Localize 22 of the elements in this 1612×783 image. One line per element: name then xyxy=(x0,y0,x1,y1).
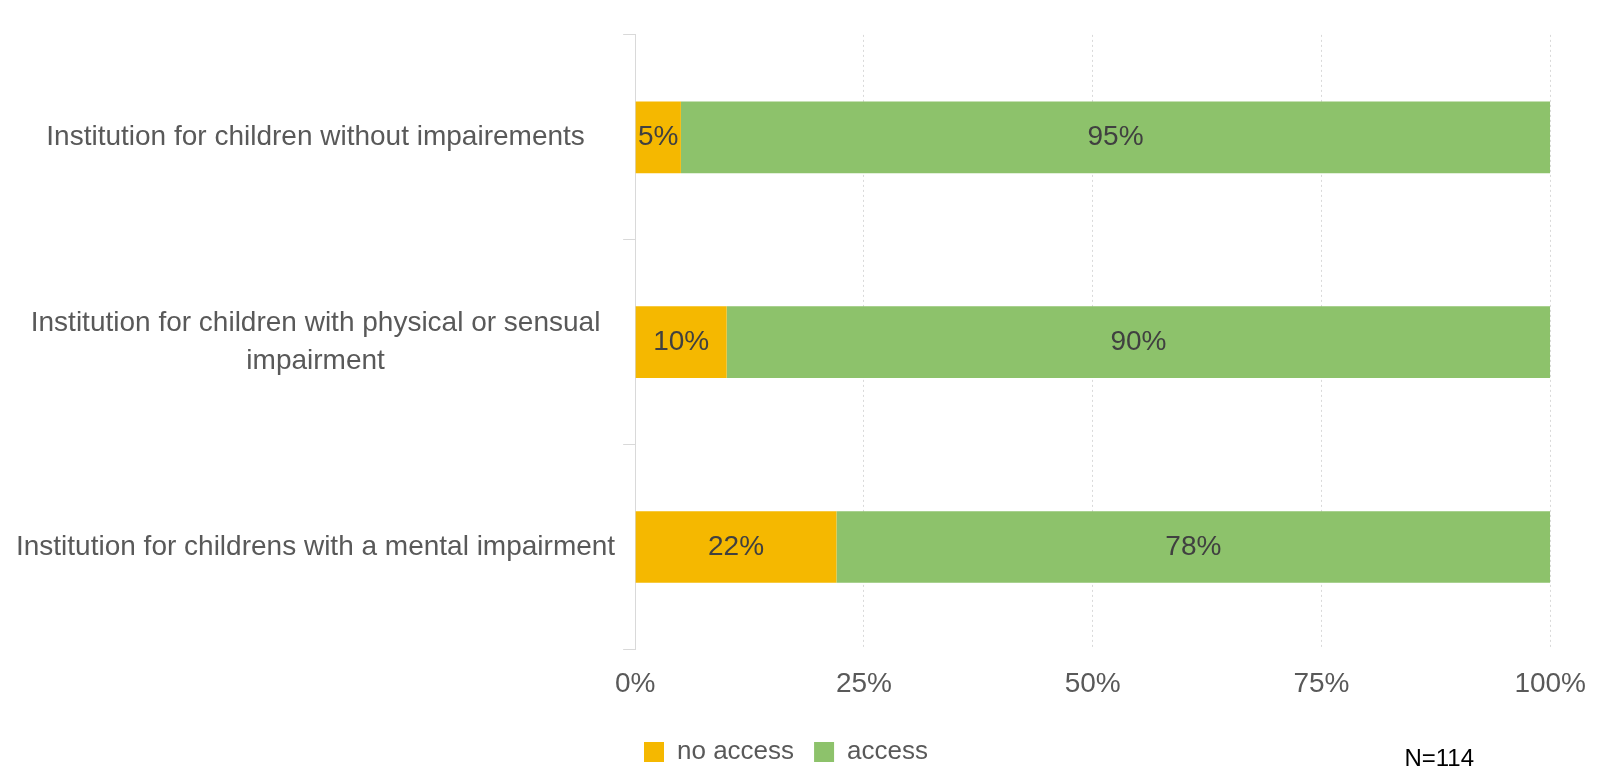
bar xyxy=(635,306,727,378)
x-tick-label: 75% xyxy=(1293,666,1350,698)
data-label: 10% xyxy=(653,324,710,356)
text: N=114 xyxy=(1404,743,1474,771)
x-tick-label: 25% xyxy=(835,666,892,698)
data-label: 22% xyxy=(708,529,765,561)
legend-label: access xyxy=(847,735,928,766)
x-tick-label: 50% xyxy=(1064,666,1121,698)
data-label: 90% xyxy=(1110,324,1167,356)
legend-label: no access xyxy=(677,735,795,766)
bar xyxy=(836,511,1551,583)
data-label: 95% xyxy=(1087,120,1144,152)
bar xyxy=(635,511,837,583)
y-tick-label: Institution for children with physical or sensual impairment xyxy=(30,305,601,375)
x-tick-label: 0% xyxy=(614,666,656,698)
x-tick-label: 100% xyxy=(1514,666,1587,698)
y-tick-label: Institution for childrens with a mental impairment xyxy=(15,529,616,561)
bar xyxy=(726,306,1551,378)
data-label: 5% xyxy=(638,120,679,152)
y-tick-label: Institution for children without impairements xyxy=(46,120,585,152)
data-label: 78% xyxy=(1165,529,1222,561)
bar xyxy=(680,101,1551,174)
